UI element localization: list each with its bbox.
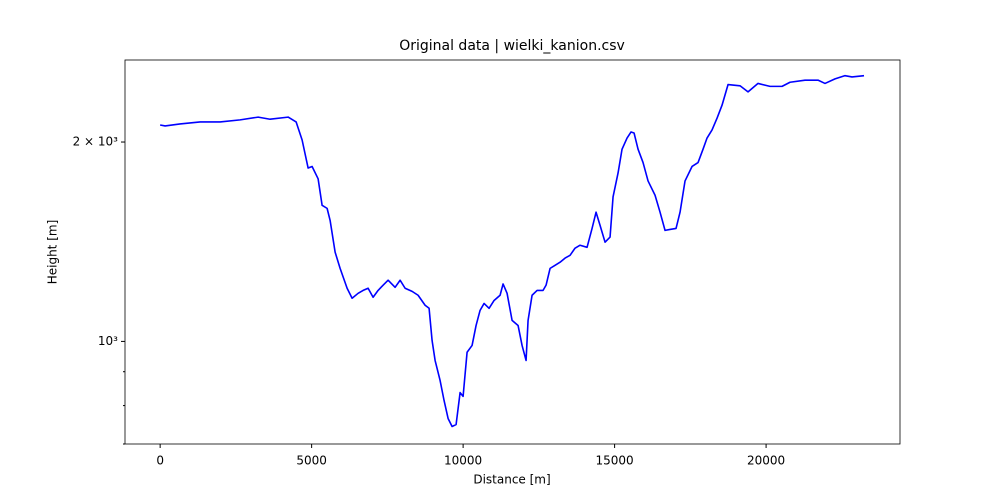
plot-frame (124, 59, 901, 445)
y-tick-label: 2 × 10³ (73, 135, 119, 149)
y-axis-label: Height [m] (46, 220, 60, 285)
chart-title: Original data | wielki_kanion.csv (399, 38, 625, 54)
x-tick-label: 20000 (747, 454, 785, 468)
y-tick-label: 10³ (98, 334, 118, 348)
x-tick-label: 15000 (596, 454, 634, 468)
x-axis-label: Distance [m] (473, 473, 550, 487)
x-tick-label: 10000 (444, 454, 482, 468)
x-tick-label: 0 (156, 454, 164, 468)
data-line (159, 74, 865, 428)
x-tick-label: 5000 (296, 454, 327, 468)
